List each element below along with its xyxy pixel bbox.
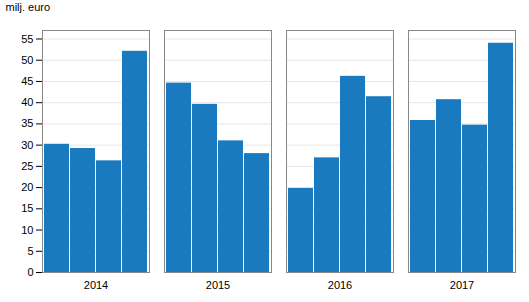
svg-text:5: 5	[27, 245, 33, 257]
svg-text:2016: 2016	[328, 279, 352, 291]
svg-text:15: 15	[21, 202, 33, 214]
svg-text:55: 55	[21, 33, 33, 45]
svg-text:25: 25	[21, 160, 33, 172]
svg-text:2015: 2015	[206, 279, 230, 291]
svg-text:40: 40	[21, 96, 33, 108]
svg-text:50: 50	[21, 54, 33, 66]
svg-text:30: 30	[21, 139, 33, 151]
svg-text:2014: 2014	[84, 279, 108, 291]
svg-text:0: 0	[27, 266, 33, 278]
svg-text:2017: 2017	[450, 279, 474, 291]
svg-text:45: 45	[21, 75, 33, 87]
svg-text:20: 20	[21, 181, 33, 193]
svg-text:milj. euro: milj. euro	[6, 1, 51, 13]
svg-text:10: 10	[21, 224, 33, 236]
svg-text:35: 35	[21, 117, 33, 129]
